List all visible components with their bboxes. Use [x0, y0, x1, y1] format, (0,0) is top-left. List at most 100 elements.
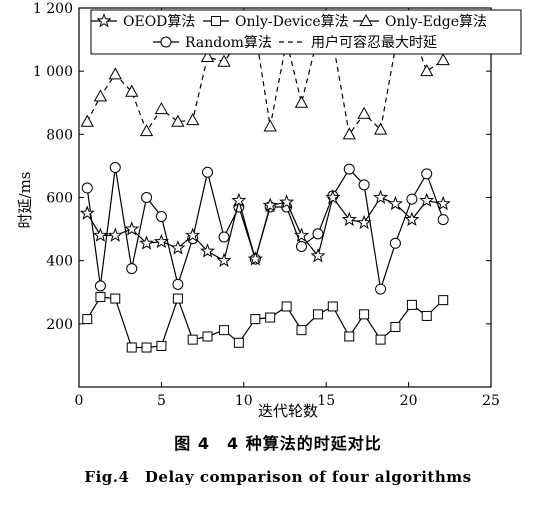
data-point-3 — [406, 193, 418, 205]
legend-entry-4: 用户可容忍最大时延 — [279, 34, 437, 51]
data-point-1 — [141, 342, 152, 353]
x-tick-label: 0 — [75, 393, 84, 409]
legend: OEOD算法 Only-Device算法 Only-Edge算法 Random算法 用户… — [90, 9, 522, 55]
data-point-1 — [390, 321, 401, 332]
data-point-0 — [341, 211, 357, 227]
legend-marker — [359, 13, 373, 26]
axes: 0 5 10 15 20 25 200 400 600 800 1 000 1 200 — [33, 1, 500, 409]
data-point-1 — [344, 331, 355, 342]
data-point-2 — [93, 89, 108, 102]
data-point-0 — [435, 195, 451, 211]
data-point-1 — [281, 301, 292, 312]
data-point-3 — [312, 228, 324, 240]
legend-marker — [96, 13, 112, 28]
data-point-2 — [125, 84, 139, 97]
data-point-0 — [107, 227, 123, 242]
data-point-0 — [92, 227, 108, 242]
data-point-1 — [156, 340, 167, 351]
series-line-3 — [86, 167, 444, 290]
data-point-0 — [419, 192, 435, 208]
series-1 — [82, 291, 449, 353]
legend-entry-3: Random算法 — [153, 35, 272, 51]
data-point-0 — [310, 247, 326, 263]
data-point-2 — [357, 106, 371, 119]
data-point-1 — [327, 301, 338, 312]
legend-entry-2: Only-Edge算法 — [353, 13, 487, 30]
series-line-4 — [86, 28, 444, 136]
legend-entry-1: Only-Device算法 — [203, 14, 349, 30]
data-point-1 — [296, 325, 307, 336]
data-point-3 — [437, 214, 449, 226]
data-point-1 — [82, 314, 93, 325]
data-point-2 — [342, 127, 356, 140]
y-tick-label: 1 200 — [33, 1, 73, 17]
data-point-1 — [126, 342, 137, 353]
data-point-3 — [389, 237, 401, 249]
y-axis-label: 时延/ms — [16, 172, 34, 229]
data-point-1 — [187, 334, 198, 345]
data-point-0 — [356, 214, 372, 230]
data-point-1 — [233, 337, 244, 348]
legend-label: 用户可容忍最大时延 — [311, 34, 437, 51]
legend-box — [90, 9, 522, 55]
legend-label: Only-Device算法 — [235, 14, 349, 30]
data-point-0 — [153, 233, 169, 249]
data-point-0 — [79, 205, 95, 220]
data-point-2 — [80, 114, 94, 127]
data-point-3 — [202, 166, 214, 178]
data-point-1 — [421, 310, 432, 321]
data-point-1 — [438, 295, 449, 306]
data-point-2 — [171, 114, 185, 127]
data-point-2 — [108, 67, 122, 80]
data-point-2 — [154, 102, 169, 115]
legend-label: Only-Edge算法 — [385, 14, 487, 30]
data-point-3 — [375, 283, 387, 295]
y-tick-label: 400 — [46, 254, 73, 270]
data-point-2 — [186, 113, 200, 126]
data-point-0 — [124, 221, 140, 236]
data-point-3 — [94, 280, 106, 292]
figure-caption-english: Fig.4 Delay comparison of four algorithm… — [84, 468, 472, 486]
legend-entry-0: OEOD算法 — [91, 13, 195, 30]
data-point-3 — [109, 161, 121, 173]
legend-marker — [211, 16, 221, 26]
x-tick-label: 15 — [317, 393, 335, 409]
data-point-2 — [294, 95, 309, 108]
data-point-1 — [172, 293, 183, 304]
data-point-2 — [436, 53, 450, 66]
data-point-1 — [95, 291, 106, 302]
data-point-2 — [139, 124, 154, 137]
data-point-2 — [217, 54, 231, 67]
data-point-1 — [312, 309, 323, 320]
data-point-0 — [139, 235, 155, 250]
x-tick-label: 10 — [235, 393, 253, 409]
data-point-1 — [406, 299, 417, 310]
data-point-1 — [375, 334, 386, 345]
data-point-3 — [81, 182, 93, 194]
data-point-3 — [172, 278, 184, 290]
data-point-0 — [247, 251, 263, 266]
x-tick-label: 5 — [157, 393, 166, 409]
data-point-3 — [155, 210, 167, 222]
series-4 — [86, 28, 444, 136]
data-point-3 — [343, 163, 355, 175]
data-point-2 — [200, 49, 215, 62]
series-0 — [79, 189, 451, 268]
data-point-0 — [373, 189, 389, 204]
legend-label: Random算法 — [185, 35, 272, 51]
y-tick-label: 800 — [46, 127, 73, 143]
data-point-1 — [219, 325, 230, 336]
data-point-2 — [263, 119, 277, 132]
data-point-3 — [126, 263, 138, 275]
legend-label: OEOD算法 — [123, 14, 195, 30]
data-point-3 — [218, 231, 230, 243]
data-point-0 — [325, 189, 341, 204]
data-point-3 — [295, 240, 307, 252]
data-point-3 — [421, 168, 433, 180]
data-point-2 — [420, 64, 434, 77]
data-point-0 — [216, 252, 232, 268]
plot-frame — [78, 7, 492, 388]
data-point-2 — [373, 122, 388, 135]
data-point-3 — [358, 179, 370, 191]
